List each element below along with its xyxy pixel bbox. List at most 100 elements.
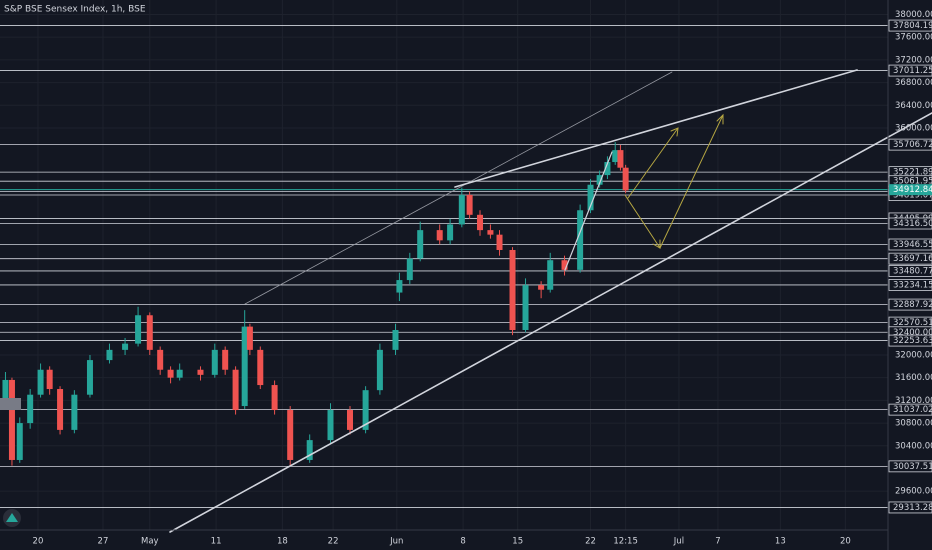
candle-body [57, 389, 64, 430]
candle-body [417, 230, 424, 259]
candle-body [612, 150, 619, 163]
level-label: 29313.28 [893, 503, 932, 513]
candle-body [496, 234, 503, 250]
level-label-box [888, 138, 932, 151]
candle-body [37, 369, 44, 395]
level-label: 31037.02 [893, 405, 932, 415]
candle-body [604, 162, 611, 176]
candle-body [376, 349, 383, 391]
candle-body [176, 369, 183, 378]
trend-line [564, 151, 613, 271]
y-tick-label: 29600.00 [895, 487, 932, 497]
y-tick-label: 36400.00 [895, 101, 932, 111]
candle-body [561, 260, 568, 270]
drawings [169, 69, 932, 533]
level-label-box [888, 64, 932, 77]
x-tick-label: 8 [460, 537, 465, 547]
x-tick-label: 20 [33, 537, 44, 547]
level-label: 35061.95 [893, 177, 932, 187]
candle-body [538, 285, 545, 290]
candle-body [487, 230, 494, 235]
candle-body [146, 315, 153, 350]
candle-body [197, 369, 204, 375]
candle-body [622, 167, 629, 191]
chart-title: S&P BSE Sensex Index, 1h, BSE [4, 5, 146, 15]
candle-body [577, 210, 584, 270]
level-label: 34316.50 [893, 219, 932, 229]
arrow-head [716, 113, 724, 125]
candle-body [346, 410, 353, 430]
x-tick-label: May [141, 537, 159, 547]
level-label: 32400.00 [893, 328, 932, 338]
candle-body [222, 349, 229, 370]
y-tick-label: 32000.00 [895, 350, 932, 360]
candle-body [522, 285, 529, 331]
candle-body [362, 390, 369, 430]
level-label-box [888, 19, 932, 32]
candle-body [327, 410, 334, 441]
candle-body [135, 315, 142, 344]
level-label: 32570.51 [893, 318, 932, 328]
candle-body [71, 394, 78, 430]
candle-body [27, 394, 34, 424]
candle-body [458, 194, 465, 225]
y-tick-label: 36800.00 [895, 78, 932, 88]
x-tick-label: 11 [211, 537, 222, 547]
candle-body [257, 349, 264, 386]
candle-body [2, 379, 9, 401]
candle-body [447, 224, 454, 241]
x-tick-label: Jul [673, 537, 684, 547]
axes: 38000.00 37600.00 37200.00 36800.00 36400.00… [33, 10, 932, 547]
level-label: 37804.19 [893, 21, 932, 31]
y-tick-label: 31200.00 [895, 396, 932, 406]
candle-body [16, 423, 23, 460]
last-price-box [889, 184, 932, 196]
candle-body [396, 280, 403, 293]
level-label-box [888, 265, 932, 277]
candle-body [617, 150, 624, 168]
level-label: 33234.15 [893, 280, 932, 290]
candles [2, 142, 629, 466]
candle-body [122, 343, 129, 350]
candle-body [596, 175, 603, 185]
candle-body [167, 369, 174, 378]
y-tick-label: 30400.00 [895, 441, 932, 451]
x-tick-label: Jun [389, 537, 403, 547]
y-tick-label: 36000.00 [895, 123, 932, 133]
grid [0, 0, 888, 530]
logo-icon [6, 513, 18, 522]
projection-arrow [627, 127, 679, 199]
level-label-box [888, 460, 932, 473]
x-tick-label: 22 [585, 537, 596, 547]
level-label: 32253.63 [893, 336, 932, 346]
y-tick-label: 37200.00 [895, 55, 932, 65]
candle-body [86, 360, 93, 395]
x-tick-label: 20 [840, 537, 851, 547]
y-tick-label: 30800.00 [895, 419, 932, 429]
x-tick-label: 15 [512, 537, 523, 547]
candle-body [8, 379, 15, 460]
level-label: 37011.25 [893, 66, 932, 76]
candle-body [406, 258, 413, 281]
level-label: 33480.77 [893, 266, 932, 276]
level-label-box [888, 238, 932, 251]
level-label-box [888, 217, 932, 230]
candle-body [157, 349, 164, 370]
x-tick-label: 18 [277, 537, 288, 547]
arrow-head [670, 127, 679, 137]
x-tick-label: 12:15 [613, 537, 638, 547]
y-tick-label: 38000.00 [895, 10, 932, 20]
level-label: 32887.92 [893, 300, 932, 310]
candle-body [46, 369, 53, 390]
level-label-box [888, 334, 932, 347]
channel-line [244, 71, 673, 305]
candle-body [211, 349, 218, 375]
level-label-box [888, 501, 932, 514]
level-label-box [888, 298, 932, 311]
candle-body [587, 184, 594, 211]
y-tick-label: 31600.00 [895, 373, 932, 383]
last-price-label: 34912.84 [893, 185, 932, 195]
level-label-box [888, 279, 932, 291]
